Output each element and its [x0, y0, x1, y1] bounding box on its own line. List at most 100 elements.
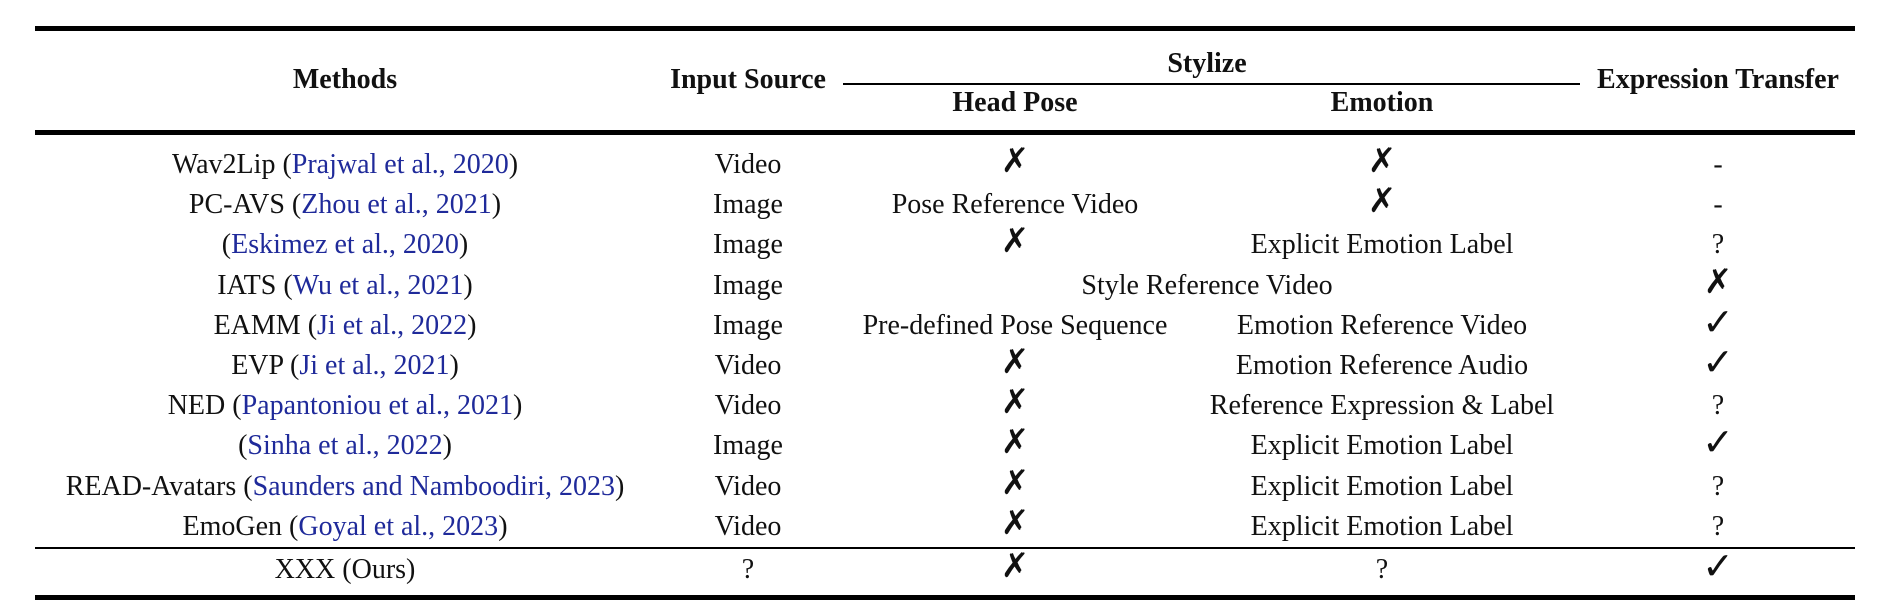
citation-open-paren: ( — [283, 350, 300, 381]
method-name: EmoGen — [182, 510, 283, 542]
citation-link[interactable]: Ji et al., 2021 — [299, 350, 450, 381]
header-stylize: Stylize — [1167, 48, 1247, 79]
input-source-cell: Image — [713, 189, 783, 221]
citation-link[interactable]: Saunders and Namboodiri, 2023 — [252, 470, 615, 502]
head-pose-cell: ✗ — [1000, 342, 1030, 382]
top-rule — [35, 26, 1855, 31]
citation-link[interactable]: Goyal et al., 2023 — [298, 510, 499, 542]
expression-transfer-cell: - — [1713, 149, 1723, 180]
citation-close-paren: ) — [449, 350, 459, 381]
input-source-cell: Video — [714, 350, 782, 381]
emotion-cell: Emotion Reference Audio — [1235, 350, 1529, 381]
expression-transfer-cell: - — [1713, 189, 1723, 221]
ours-head-pose-cell: ✗ — [1000, 546, 1030, 586]
citation-link[interactable]: Papantoniou et al., 2021 — [241, 390, 513, 422]
ours-input-source-cell: ? — [741, 554, 755, 585]
header-methods: Methods — [292, 64, 398, 95]
input-source-cell: Image — [713, 309, 783, 341]
citation-link[interactable]: Sinha et al., 2022 — [247, 430, 443, 462]
citation-open-paren: ( — [238, 430, 248, 462]
header-rule — [35, 130, 1855, 135]
expression-transfer-cell: ✓ — [1702, 299, 1734, 344]
citation-close-paren: ) — [508, 149, 519, 180]
method-cell: EAMM (Ji et al., 2022) — [214, 309, 477, 343]
ours-method-cell: XXX (Ours) — [274, 554, 416, 585]
citation-open-paren: ( — [282, 510, 299, 542]
input-source-cell: Video — [714, 390, 782, 422]
emotion-cell: Reference Expression & Label — [1209, 390, 1555, 422]
method-cell: (Eskimez et al., 2020) — [222, 228, 468, 262]
citation-open-paren: ( — [221, 229, 232, 261]
method-name: PC-AVS — [188, 189, 285, 221]
expression-transfer-cell: ✓ — [1702, 340, 1734, 384]
head-pose-cell: ✗ — [1000, 462, 1030, 503]
input-source-cell: Image — [713, 269, 783, 301]
stylize-cmidrule — [843, 83, 1580, 85]
input-source-cell: Video — [714, 470, 782, 502]
citation-open-paren: ( — [225, 390, 242, 422]
expression-transfer-cell: ✓ — [1702, 420, 1734, 465]
head-pose-cell: ✗ — [1000, 382, 1030, 423]
method-cell: PC-AVS (Zhou et al., 2021) — [189, 188, 501, 222]
citation-close-paren: ) — [467, 309, 477, 341]
header-input-source: Input Source — [670, 64, 826, 95]
method-name: IATS — [217, 269, 277, 301]
citation-open-paren: ( — [236, 470, 253, 502]
bottom-rule — [35, 595, 1855, 600]
ours-emotion-cell: ? — [1375, 554, 1389, 585]
header-emotion: Emotion — [1330, 87, 1434, 118]
input-source-cell: Video — [714, 149, 782, 180]
method-name: READ-Avatars — [65, 470, 237, 502]
citation-close-paren: ) — [491, 189, 502, 221]
citation-open-paren: ( — [276, 269, 293, 301]
citation-link[interactable]: Ji et al., 2022 — [317, 309, 468, 341]
emotion-cell: ✗ — [1367, 141, 1397, 181]
method-cell: READ-Avatars (Saunders and Namboodiri, 2… — [66, 470, 625, 504]
citation-close-paren: ) — [512, 390, 523, 422]
method-cell: IATS (Wu et al., 2021) — [217, 269, 473, 303]
method-name: NED — [167, 390, 226, 422]
citation-link[interactable]: Wu et al., 2021 — [292, 269, 464, 301]
head-pose-cell: Pre-defined Pose Sequence — [862, 309, 1168, 341]
expression-transfer-cell: ? — [1711, 470, 1725, 502]
citation-close-paren: ) — [614, 470, 625, 502]
head-pose-cell: ✗ — [1000, 422, 1030, 463]
citation-close-paren: ) — [463, 269, 473, 301]
header-expression-transfer: Expression Transfer — [1597, 64, 1839, 95]
head-pose-cell: ✗ — [1000, 221, 1030, 262]
ours-separator-rule — [35, 547, 1855, 549]
citation-link[interactable]: Zhou et al., 2021 — [301, 189, 492, 221]
expression-transfer-cell: ? — [1711, 229, 1725, 261]
method-name: EAMM — [213, 309, 301, 341]
method-cell: EmoGen (Goyal et al., 2023) — [182, 510, 507, 544]
head-pose-cell: ✗ — [1000, 502, 1030, 543]
citation-open-paren: ( — [284, 189, 302, 221]
method-cell: NED (Papantoniou et al., 2021) — [168, 389, 523, 423]
method-cell: (Sinha et al., 2022) — [238, 429, 452, 463]
emotion-cell: Explicit Emotion Label — [1250, 430, 1514, 462]
ours-expression-transfer-cell: ✓ — [1702, 544, 1734, 588]
citation-close-paren: ) — [442, 430, 452, 462]
stylize-merged-cell: Style Reference Video — [1081, 269, 1333, 301]
expression-transfer-cell: ? — [1711, 510, 1725, 542]
head-pose-cell: ✗ — [1000, 141, 1030, 181]
head-pose-cell: Pose Reference Video — [891, 189, 1139, 221]
expression-transfer-cell: ? — [1711, 390, 1725, 422]
method-name: Wav2Lip — [171, 149, 276, 180]
citation-open-paren: ( — [300, 309, 318, 341]
emotion-cell: Emotion Reference Video — [1236, 309, 1528, 341]
input-source-cell: Video — [714, 510, 782, 542]
citation-close-paren: ) — [498, 510, 508, 542]
citation-close-paren: ) — [458, 229, 469, 261]
header-head-pose: Head Pose — [952, 87, 1078, 118]
emotion-cell: Explicit Emotion Label — [1250, 470, 1514, 502]
citation-link[interactable]: Prajwal et al., 2020 — [291, 149, 509, 180]
method-name: EVP — [231, 350, 284, 381]
emotion-cell: ✗ — [1367, 181, 1397, 222]
citation-link[interactable]: Eskimez et al., 2020 — [231, 229, 459, 261]
expression-transfer-cell: ✗ — [1703, 261, 1733, 302]
emotion-cell: Explicit Emotion Label — [1250, 229, 1514, 261]
input-source-cell: Image — [713, 430, 783, 462]
method-cell: EVP (Ji et al., 2021) — [231, 349, 459, 383]
